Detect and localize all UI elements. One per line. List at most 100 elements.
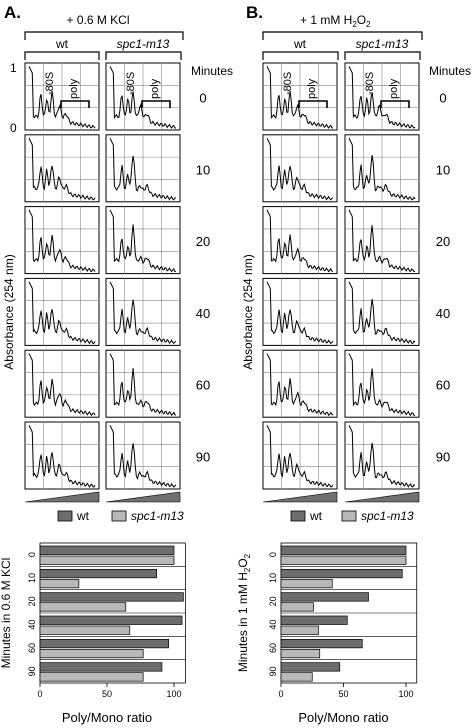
panel-b-ylabel: Absorbance (254 nm) [241, 254, 255, 369]
y-axis-label: Minutes in 1 mM H2O2 [236, 553, 252, 672]
x-tick-label: 50 [102, 689, 112, 699]
peak-label-poly: poly [68, 78, 80, 99]
peak-label-80s: -80S [44, 72, 56, 95]
bar [39, 602, 127, 612]
profiles-group: -80S poly -80S poly 0 -80S poly -80S poly 0 10 10 20… [24, 62, 450, 503]
legend-swatch [290, 510, 306, 522]
panel-a-strain-mutant: spc1-m13 [117, 37, 170, 51]
bar-chart-a: wt spc1-m13 0 10 20 40 60 90 0 50 100 Poly/Mono rat… [0, 509, 186, 725]
absorbance-trace [266, 66, 334, 129]
profile-panel [262, 277, 338, 346]
bar [280, 615, 348, 625]
poly-bracket [141, 100, 171, 108]
x-tick-label: 0 [278, 689, 283, 699]
time-point-label: 60 [436, 378, 450, 393]
bar [280, 672, 313, 682]
bar [39, 672, 144, 682]
category-label: 20 [268, 596, 278, 606]
absorbance-trace [109, 209, 177, 273]
bar [39, 648, 144, 659]
legend-swatch [57, 510, 73, 522]
category-label: 0 [27, 552, 37, 557]
legend-swatch [341, 510, 357, 522]
absorbance-trace [266, 353, 334, 416]
category-label: 10 [27, 573, 37, 583]
panel-b-mutant-bracket [344, 51, 421, 60]
x-axis-label: Poly/Mono ratio [62, 710, 152, 725]
absorbance-trace [348, 209, 416, 273]
panel-a-ylabel: Absorbance (254 nm) [2, 254, 16, 369]
bar [280, 662, 341, 672]
bar [39, 662, 163, 672]
time-point-label: 40 [196, 306, 210, 321]
time-point-label: 20 [196, 234, 210, 249]
panel-b-treatment-bracket [262, 31, 423, 40]
profile-panel [344, 134, 420, 203]
gradient-wedge [105, 491, 181, 503]
bar [39, 592, 184, 602]
category-label: 60 [27, 643, 37, 653]
bar [280, 602, 314, 612]
profile-panel [262, 349, 338, 418]
bar [280, 545, 407, 555]
category-label: 40 [268, 620, 278, 630]
panel-a-strain-wt: wt [55, 37, 69, 51]
time-point-label: 60 [196, 378, 210, 393]
panel-b-treatment: + 1 mM H2O2 [300, 13, 371, 29]
panel-a-treatment-bracket [24, 31, 184, 40]
peak-label-80s: -80S [125, 72, 137, 95]
bar [280, 638, 363, 649]
profile-panel [105, 349, 181, 418]
absorbance-trace [348, 281, 416, 344]
profile-panel: -80S poly [344, 62, 420, 131]
absorbance-trace [28, 209, 96, 273]
absorbance-trace [109, 425, 177, 488]
profile-panel [105, 134, 181, 203]
profile-panel [24, 206, 100, 275]
x-tick-label: 100 [398, 689, 413, 699]
profile-panel: -80S poly [262, 62, 338, 131]
category-label: 60 [268, 643, 278, 653]
x-axis-label: Poly/Mono ratio [298, 710, 388, 725]
profile-panel [262, 134, 338, 203]
absorbance-trace [109, 353, 177, 417]
profile-panel [344, 277, 420, 346]
time-point-label: 20 [436, 234, 450, 249]
profile-panel: -80S poly [105, 62, 181, 131]
panel-b-strain-wt: wt [293, 37, 307, 51]
x-tick-label: 100 [166, 689, 181, 699]
absorbance-trace [348, 66, 416, 129]
bar [280, 648, 321, 659]
profile-panel [24, 277, 100, 346]
panel-b-wt-bracket [262, 51, 339, 60]
poly-bracket [60, 100, 90, 108]
bar [280, 592, 369, 602]
bar [280, 625, 319, 635]
absorbance-trace [266, 137, 334, 201]
bar [39, 615, 183, 625]
absorbance-trace [109, 66, 176, 129]
profile-panel [105, 421, 181, 490]
peak-label-poly: poly [149, 78, 161, 99]
time-point-label: 90 [196, 450, 210, 465]
panel-b-strain-mutant: spc1-m13 [356, 37, 409, 51]
legend-label: spc1-m13 [131, 509, 184, 523]
panel-b-letter: B. [246, 3, 263, 22]
panel-a-mutant-bracket [105, 51, 182, 60]
x-tick-label: 50 [338, 689, 348, 699]
bar [39, 625, 131, 635]
panel-a-ytick-bottom: 0 [10, 121, 17, 135]
absorbance-trace [266, 209, 334, 273]
panel-a-wt-bracket [24, 51, 100, 60]
profile-panel [262, 421, 338, 490]
profile-panel [105, 206, 181, 275]
bar [39, 545, 175, 555]
peak-label-poly: poly [306, 78, 318, 99]
time-point-label: 10 [436, 162, 450, 177]
profile-panel [105, 277, 181, 346]
profile-panel [24, 421, 100, 490]
bar [280, 568, 403, 579]
profile-panel [344, 421, 420, 490]
